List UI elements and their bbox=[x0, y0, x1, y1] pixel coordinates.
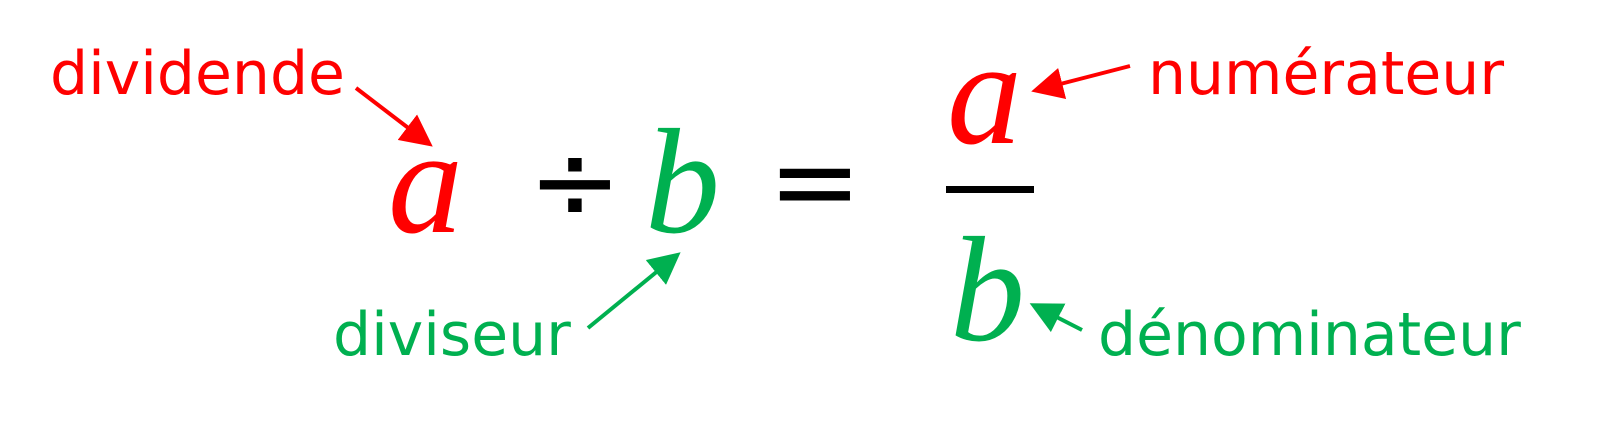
label-numerator: numérateur bbox=[1148, 39, 1504, 109]
numerator-variable: a bbox=[947, 10, 1022, 176]
numerator-arrow bbox=[1031, 64, 1131, 99]
equals-sign: = bbox=[768, 117, 862, 247]
label-dividend: dividende bbox=[50, 39, 345, 109]
divisor-arrow bbox=[586, 252, 681, 330]
dividend-arrow bbox=[354, 86, 433, 147]
divisor-variable: b bbox=[645, 99, 720, 265]
label-divisor: diviseur bbox=[333, 300, 571, 370]
label-denominator: dénominateur bbox=[1098, 300, 1521, 370]
division-sign: ÷ bbox=[528, 117, 622, 247]
denominator-variable: b bbox=[950, 207, 1025, 373]
denominator-arrow bbox=[1029, 303, 1083, 333]
fraction-bar bbox=[946, 186, 1034, 193]
